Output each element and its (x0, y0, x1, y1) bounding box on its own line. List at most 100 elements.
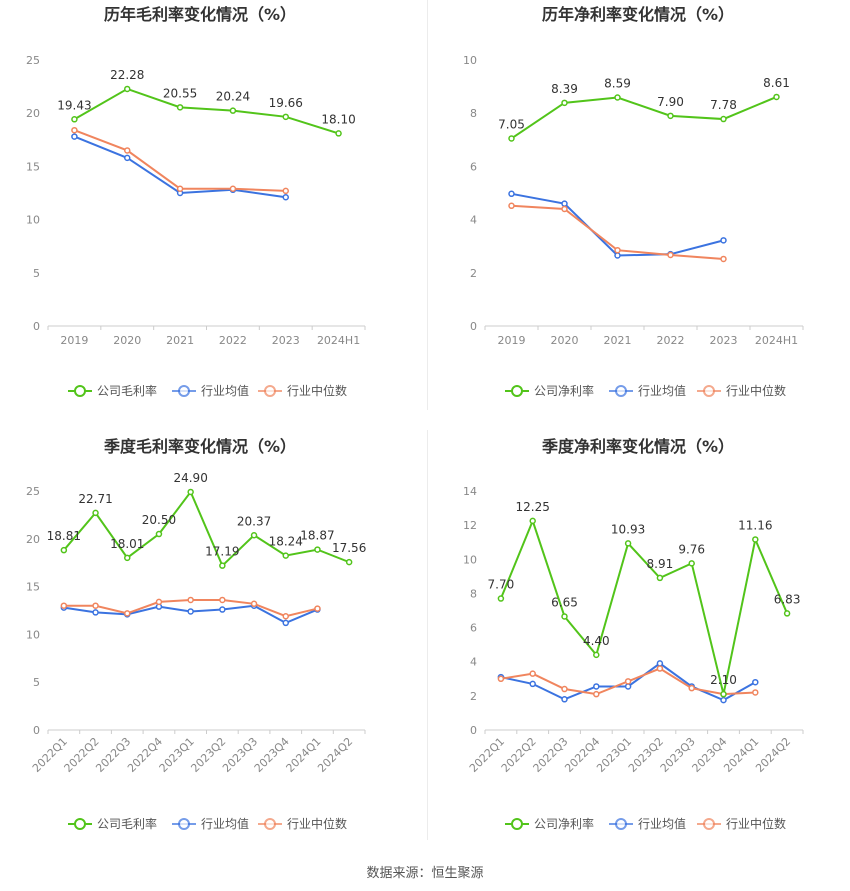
data-point-company (783, 610, 791, 617)
data-point-company (688, 560, 695, 567)
data-point-avg (624, 683, 632, 690)
legend-label: 行业均值 (638, 383, 686, 398)
data-point-company (561, 613, 568, 620)
y-tick-label: 10 (26, 214, 40, 227)
data-point-company (219, 562, 226, 569)
data-point-company (667, 112, 674, 120)
legend-item-median: 行业中位数 (697, 816, 786, 831)
data-point-company (720, 690, 727, 698)
data-label: 22.28 (110, 68, 144, 82)
data-point-avg (71, 133, 78, 140)
y-tick-label: 2 (470, 690, 477, 703)
data-label: 17.19 (205, 545, 239, 559)
legend-swatch-marker (511, 818, 523, 830)
legend-swatch-marker (74, 385, 86, 397)
legend-swatch-marker (615, 385, 627, 397)
legend-label: 公司净利率 (534, 383, 594, 398)
data-point-company (335, 130, 342, 137)
legend-swatch-marker (178, 385, 190, 397)
series-line-company (63, 489, 350, 568)
data-point-median (124, 147, 131, 154)
data-point-median (60, 602, 68, 609)
chart-1: 历年毛利率变化情况（%） 0 5 10 15 20 25 2019 2020 2021 2022 20… (26, 5, 366, 398)
x-tick-label: 2022 (657, 334, 685, 347)
x-tick-label: 2019 (60, 334, 88, 347)
x-tick-label: 2023 (710, 334, 738, 347)
legend-swatch-marker (74, 818, 86, 830)
data-point-median (219, 596, 226, 604)
data-point-avg (614, 252, 621, 259)
data-point-avg (92, 609, 99, 616)
data-point-avg (593, 683, 600, 690)
data-point-avg (219, 606, 226, 613)
data-point-median (720, 255, 727, 263)
data-label: 19.43 (57, 98, 91, 112)
y-tick-label: 0 (33, 724, 40, 737)
data-label: 6.83 (774, 592, 801, 606)
legend-item-avg: 行业均值 (609, 816, 686, 831)
data-label: 20.50 (142, 513, 176, 527)
data-point-median (155, 598, 163, 606)
x-tick-label: 2022 (219, 334, 247, 347)
data-point-avg (752, 678, 759, 686)
data-point-median (497, 675, 505, 683)
data-point-median (561, 685, 568, 693)
data-point-median (529, 670, 536, 677)
data-point-company (229, 107, 237, 114)
data-label: 24.90 (173, 471, 207, 485)
legend-label: 行业中位数 (726, 383, 786, 398)
data-point-median (71, 126, 78, 134)
legend-label: 公司毛利率 (97, 816, 157, 831)
data-point-median (624, 678, 632, 685)
y-tick-label: 4 (470, 214, 477, 227)
data-point-avg (508, 190, 515, 198)
data-label: 18.87 (300, 529, 334, 543)
legend-label: 行业均值 (201, 383, 249, 398)
series-line-company (510, 96, 777, 140)
data-label: 18.01 (110, 537, 144, 551)
chart-title: 历年净利率变化情况（%） (542, 5, 734, 24)
legend-swatch-marker (615, 818, 627, 830)
data-label: 19.66 (269, 96, 303, 110)
data-point-median (508, 202, 515, 210)
y-tick-label: 25 (26, 485, 40, 498)
y-tick-label: 25 (26, 54, 40, 67)
data-point-median (229, 185, 237, 192)
data-point-company (71, 116, 78, 123)
data-point-median (176, 185, 184, 192)
data-point-median (614, 246, 621, 254)
x-tick-label: 2020 (113, 334, 141, 347)
chart-title: 历年毛利率变化情况（%） (104, 5, 296, 24)
data-label: 18.24 (269, 535, 303, 549)
y-tick-label: 0 (33, 320, 40, 333)
legend-label: 行业中位数 (287, 383, 347, 398)
data-label: 20.24 (216, 90, 250, 104)
divider-vertical-top (427, 0, 428, 410)
data-label: 12.25 (516, 500, 550, 514)
data-point-company (624, 540, 632, 547)
data-point-company (752, 536, 759, 543)
chart-title: 季度净利率变化情况（%） (541, 437, 734, 456)
data-point-avg (561, 696, 568, 703)
legend-swatch-marker (264, 385, 276, 397)
data-point-median (250, 600, 258, 608)
data-label: 9.76 (678, 542, 705, 556)
data-point-company (282, 113, 289, 121)
y-tick-label: 2 (470, 267, 477, 280)
x-tick-label: 2021 (604, 334, 632, 347)
x-tick-label: 2024H1 (317, 334, 360, 347)
legend-item-avg: 行业均值 (172, 383, 249, 398)
data-point-avg (656, 660, 664, 667)
legend-swatch-marker (264, 818, 276, 830)
data-label: 4.40 (583, 634, 610, 648)
data-point-company (124, 85, 131, 93)
legend-label: 行业中位数 (726, 816, 786, 831)
x-tick-label: 2024H1 (755, 334, 798, 347)
data-point-median (282, 612, 289, 620)
data-point-company (497, 595, 505, 602)
y-tick-label: 6 (470, 160, 477, 173)
data-point-company (250, 532, 258, 539)
data-point-company (614, 94, 621, 101)
x-tick-label: 2024Q2 (315, 735, 355, 775)
